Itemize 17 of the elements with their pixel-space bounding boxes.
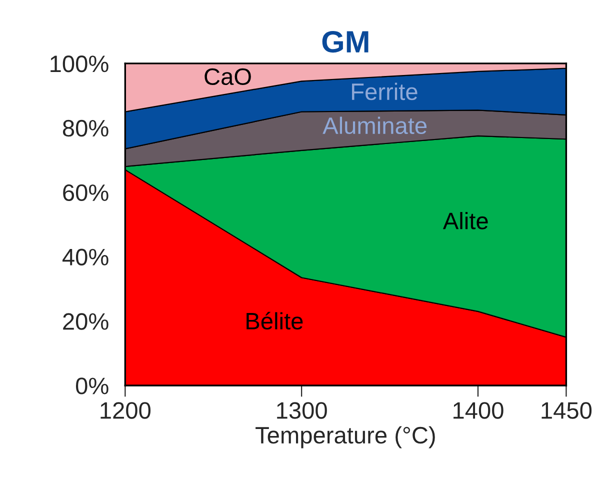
series-label: Bélite: [246, 312, 303, 330]
y-tick-label: 20%: [63, 313, 108, 330]
y-tick-label: 0%: [76, 378, 108, 394]
series-label: Ferrite: [352, 82, 418, 100]
series-label: CaO: [204, 68, 251, 86]
y-tick-label: 100%: [50, 56, 108, 72]
series-label: Aluminate: [322, 116, 427, 134]
x-tick-label: 1450: [542, 402, 592, 419]
y-tick-label: 80%: [62, 120, 108, 137]
x-tick-label: 1300: [277, 402, 327, 419]
chart-title: GM: [322, 30, 368, 53]
x-axis-title: Temperature (°C): [256, 426, 435, 448]
series-label: Alite: [442, 212, 488, 230]
y-tick-label: 60%: [63, 184, 108, 202]
x-tick-label: 1400: [454, 402, 504, 419]
y-tick-label: 40%: [62, 248, 108, 266]
x-tick-label: 1200: [100, 402, 150, 419]
